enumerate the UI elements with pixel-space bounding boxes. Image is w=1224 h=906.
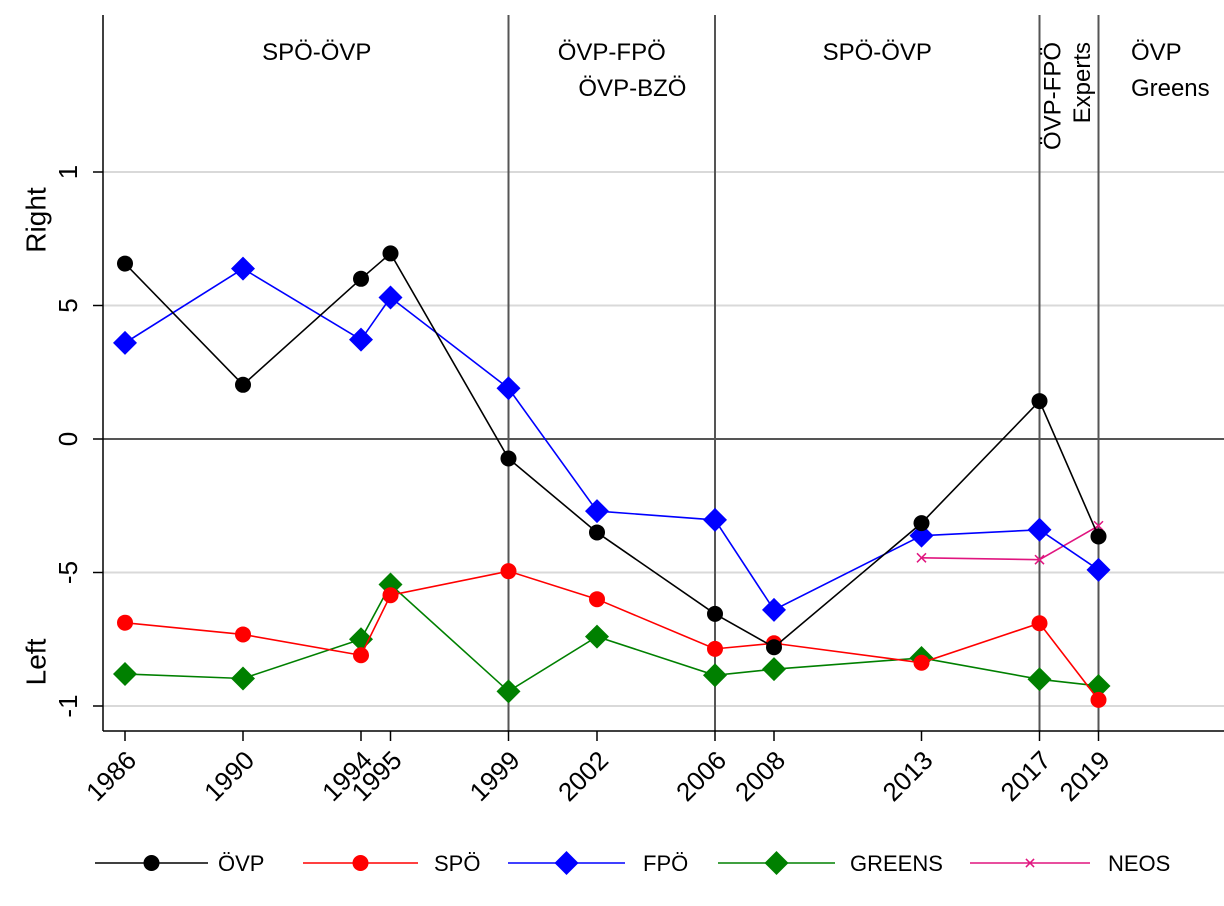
data-point xyxy=(909,523,934,548)
period-label: ÖVP-FPÖ xyxy=(1040,42,1067,150)
legend-item: FPÖ xyxy=(508,851,688,876)
y-axis-label-left: Left xyxy=(20,638,51,685)
legend-label: ÖVP xyxy=(218,851,264,876)
data-point xyxy=(353,647,369,664)
series-sp- xyxy=(117,563,1107,708)
y-tick-label: 0 xyxy=(53,432,83,446)
data-point xyxy=(117,255,133,272)
y-tick-label: -1 xyxy=(53,694,83,717)
data-point xyxy=(703,663,727,688)
x-tick-label: 2017 xyxy=(994,745,1056,807)
data-point xyxy=(762,657,786,682)
data-point xyxy=(589,524,605,541)
data-point xyxy=(913,654,930,671)
legend-marker xyxy=(554,851,579,875)
data-point xyxy=(496,679,521,704)
legend-marker xyxy=(143,855,160,871)
data-point xyxy=(113,661,137,686)
legend-item: ÖVP xyxy=(95,851,264,876)
legend: ÖVP SPÖ FPÖ GREENS NEOS xyxy=(95,851,1170,876)
data-point xyxy=(1031,615,1048,632)
government-break-lines xyxy=(507,15,1100,731)
data-point xyxy=(382,587,399,604)
y-tick-label: 1 xyxy=(53,165,83,179)
legend-marker xyxy=(764,851,789,875)
legend-label: SPÖ xyxy=(434,851,480,876)
legend-item: SPÖ xyxy=(303,851,480,876)
data-point xyxy=(1090,528,1107,545)
period-label: ÖVP-FPÖ xyxy=(558,39,666,66)
data-point xyxy=(349,327,373,352)
data-point xyxy=(766,639,782,656)
data-point xyxy=(231,666,255,691)
data-point xyxy=(500,450,517,467)
series--vp xyxy=(117,245,1107,656)
grid-lines xyxy=(103,171,1224,707)
data-point xyxy=(235,626,251,643)
data-point xyxy=(113,330,137,355)
data-point xyxy=(353,270,369,287)
marker-stroke xyxy=(1034,554,1045,565)
x-tick-label: 2008 xyxy=(729,745,791,807)
data-point xyxy=(117,614,133,631)
data-point xyxy=(349,627,373,652)
data-point xyxy=(585,499,609,524)
data-point xyxy=(496,376,521,401)
data-point xyxy=(378,285,403,310)
data-point xyxy=(707,605,723,622)
series-line xyxy=(124,252,1100,649)
data-point xyxy=(1031,393,1048,410)
period-label: ÖVP-BZÖ xyxy=(578,75,686,102)
x-tick-label: 1986 xyxy=(80,745,142,807)
period-label: Greens xyxy=(1131,75,1210,102)
period-label: SPÖ-ÖVP xyxy=(823,39,932,66)
x-tick-label: 1999 xyxy=(463,745,525,807)
data-point xyxy=(500,563,517,580)
data-point xyxy=(703,507,727,532)
data-point xyxy=(762,597,786,622)
series-fp- xyxy=(113,256,1111,622)
series-line xyxy=(124,570,1100,701)
legend-label: NEOS xyxy=(1108,851,1170,876)
data-point xyxy=(916,552,927,563)
x-tick-label: 2006 xyxy=(670,745,732,807)
marker-stroke xyxy=(1025,858,1035,868)
data-point xyxy=(231,256,255,281)
y-axis-label-right: Right xyxy=(20,187,51,253)
data-series xyxy=(113,245,1111,708)
x-tick-label: 1990 xyxy=(198,745,260,807)
legend-label: FPÖ xyxy=(643,851,688,876)
period-label: ÖVP xyxy=(1131,39,1182,66)
legend-item: GREENS xyxy=(718,851,943,876)
x-tick-label: 2002 xyxy=(552,745,614,807)
data-point xyxy=(235,376,251,393)
legend-marker xyxy=(1025,858,1035,868)
data-point xyxy=(1034,554,1045,565)
y-tick-label: 5 xyxy=(53,298,83,312)
data-point xyxy=(1090,691,1107,708)
x-tick-label: 2013 xyxy=(876,745,938,807)
data-point xyxy=(913,515,930,532)
data-point xyxy=(1086,557,1111,582)
legend-item: NEOS xyxy=(970,851,1170,876)
data-point xyxy=(589,591,605,608)
data-point xyxy=(382,245,399,262)
data-point xyxy=(707,640,723,657)
y-tick-label: -5 xyxy=(53,561,83,584)
series-neos xyxy=(916,520,1104,565)
x-tick-label: 2019 xyxy=(1053,745,1115,807)
data-point xyxy=(1027,517,1052,542)
series-line xyxy=(124,583,1099,693)
legend-label: GREENS xyxy=(850,851,943,876)
period-label: SPÖ-ÖVP xyxy=(262,39,371,66)
data-point xyxy=(1027,667,1052,692)
period-label: Experts xyxy=(1069,42,1096,123)
marker-stroke xyxy=(916,552,927,563)
legend-marker xyxy=(352,855,369,871)
data-point xyxy=(585,624,609,649)
series-greens xyxy=(113,572,1111,704)
